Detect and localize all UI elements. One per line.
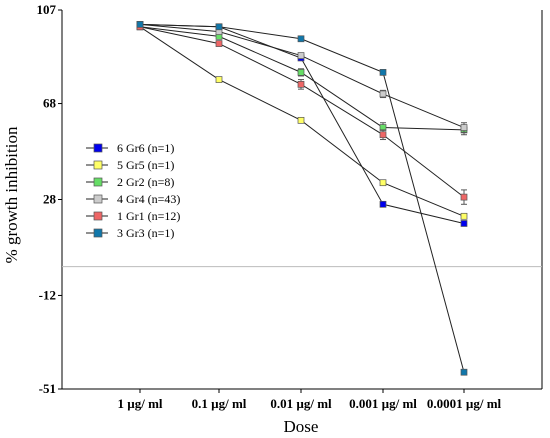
data-point <box>379 90 387 98</box>
y-tick-label: -51 <box>39 381 56 396</box>
data-point <box>297 116 305 124</box>
x-tick-label: 0.0001 µg/ ml <box>427 396 502 411</box>
y-tick-label: 107 <box>37 2 57 17</box>
series-line <box>139 26 465 131</box>
series-line <box>139 23 465 373</box>
data-point <box>460 212 468 220</box>
series-1 <box>136 21 468 227</box>
legend-marker <box>93 211 103 221</box>
axes: 107 68 28 -12 -51 1 µg/ ml 0.1 µg/ ml 0.01 µg/ … <box>37 2 543 411</box>
y-tick-label: 28 <box>43 192 57 207</box>
data-point <box>379 131 387 139</box>
data-point <box>297 35 305 43</box>
legend-marker <box>93 143 103 153</box>
data-point <box>460 124 468 131</box>
data-point <box>297 81 305 88</box>
data-point <box>297 69 305 76</box>
data-point <box>379 200 387 208</box>
legend-marker <box>93 160 103 170</box>
x-axis-title: Dose <box>284 417 319 436</box>
legend-label: 2 Gr2 (n=8) <box>117 175 174 189</box>
series-group <box>136 21 468 376</box>
series-5 <box>136 23 468 205</box>
legend-marker <box>93 228 103 238</box>
data-point <box>460 368 468 376</box>
legend: 6 Gr6 (n=1) 5 Gr5 (n=1) 2 Gr2 (n=8) 4 Gr4 (… <box>86 141 180 240</box>
data-point <box>297 52 305 59</box>
y-tick-label: -12 <box>39 287 56 302</box>
legend-label: 1 Gr1 (n=12) <box>117 209 180 223</box>
data-point <box>215 23 223 31</box>
data-point <box>215 76 223 83</box>
legend-label: 4 Gr4 (n=43) <box>117 192 180 206</box>
x-tick-label: 1 µg/ ml <box>117 396 162 411</box>
data-point <box>136 21 144 28</box>
legend-marker <box>93 194 103 204</box>
x-tick-label: 0.1 µg/ ml <box>192 396 247 411</box>
legend-marker <box>93 177 103 187</box>
data-point <box>460 193 468 201</box>
data-point <box>379 69 387 76</box>
y-tick-label: 68 <box>43 96 57 111</box>
data-point <box>460 220 468 227</box>
x-tick-label: 0.01 µg/ ml <box>270 396 332 411</box>
x-tick-label: 0.001 µg/ ml <box>349 396 417 411</box>
legend-label: 6 Gr6 (n=1) <box>117 141 174 155</box>
y-axis-title: % growth inhibition <box>2 126 21 263</box>
legend-label: 5 Gr5 (n=1) <box>117 158 174 172</box>
data-point <box>379 179 387 187</box>
series-4 <box>136 21 468 133</box>
data-point <box>215 40 223 47</box>
legend-label: 3 Gr3 (n=1) <box>117 226 174 240</box>
series-6 <box>136 21 468 376</box>
